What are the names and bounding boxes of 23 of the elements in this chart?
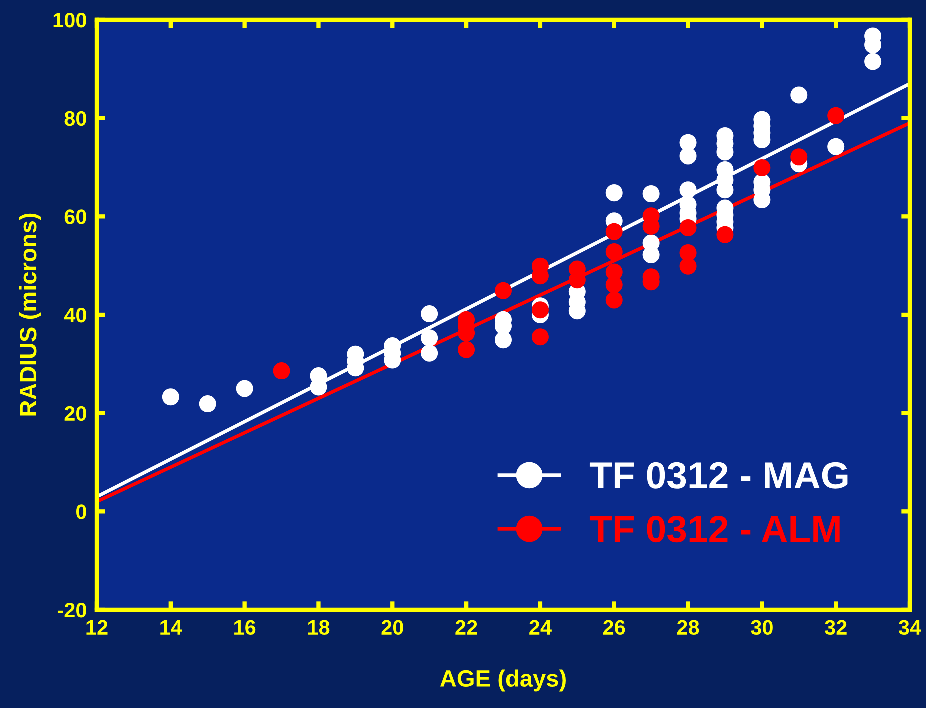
- x-tick-label: 24: [530, 620, 552, 635]
- y-tick-label: -20: [58, 603, 86, 618]
- x-tick-label: 22: [456, 620, 478, 635]
- y-tick-label: 100: [54, 13, 86, 28]
- y-tick-label: 60: [64, 210, 86, 224]
- x-tick-label: 32: [824, 620, 847, 636]
- y-tick-label: 0: [76, 504, 86, 520]
- y-tick-label: 80: [64, 111, 86, 126]
- y-axis-title: RADIUS (microns): [19, 214, 42, 416]
- x-tick-label: 18: [308, 620, 330, 636]
- y-tick-label: 40: [64, 308, 86, 323]
- x-axis-title: AGE (days): [440, 670, 566, 692]
- x-tick-label: 30: [751, 620, 773, 636]
- x-tick-label: 28: [677, 620, 700, 636]
- x-tick-label: 26: [604, 620, 626, 636]
- legend-label: TF 0312 - MAG: [590, 462, 848, 489]
- legend-label: TF 0312 - ALM: [590, 516, 840, 543]
- x-tick-label: 34: [898, 620, 922, 636]
- x-tick-label: 16: [234, 620, 256, 636]
- x-tick-label: 12: [86, 620, 108, 635]
- y-tick-label: 20: [64, 406, 86, 422]
- x-tick-label: 20: [382, 620, 404, 636]
- x-tick-label: 14: [160, 620, 182, 635]
